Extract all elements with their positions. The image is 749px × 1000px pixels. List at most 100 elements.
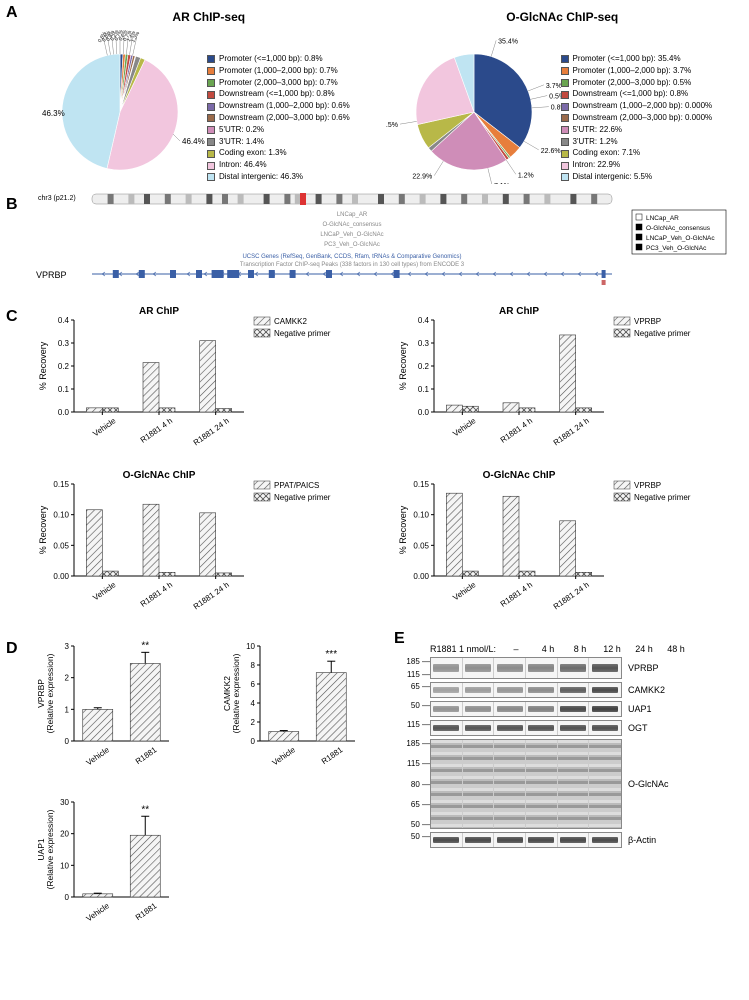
blot-lane — [589, 658, 621, 678]
blot-target-label: CAMKK2 — [628, 685, 665, 695]
legend-swatch — [561, 126, 569, 134]
svg-text:Negative primer: Negative primer — [274, 329, 331, 338]
blot-lane — [526, 658, 558, 678]
legend-item: Promoter (1,000–2,000 bp): 3.7% — [561, 66, 713, 77]
panel-d: 0123VPRBP(Relative expression)VehicleR18… — [32, 636, 402, 942]
legend-item: Distal intergenic: 5.5% — [561, 172, 713, 183]
svg-text:3: 3 — [65, 642, 70, 651]
legend-swatch — [561, 67, 569, 75]
blot-row: 50 —β-Actin — [402, 832, 732, 848]
svg-text:O-GlcNAc_consensus: O-GlcNAc_consensus — [322, 222, 381, 228]
figure-root: A AR ChIP-seq 0.6%0.8%0.8%0.2%0.7%0.6%0.… — [0, 0, 749, 950]
svg-text:R1881 24 h: R1881 24 h — [192, 416, 231, 447]
legend-swatch — [207, 138, 215, 146]
svg-text:46.4%: 46.4% — [182, 137, 205, 146]
svg-text:% Recovery: % Recovery — [38, 505, 48, 554]
blot-band — [433, 664, 459, 672]
svg-text:0.00: 0.00 — [413, 572, 429, 581]
blot-band — [592, 664, 618, 672]
legend-swatch — [561, 138, 569, 146]
svg-text:R1881 4 h: R1881 4 h — [499, 416, 534, 445]
blot-band — [497, 664, 523, 672]
legend-text: Distal intergenic: 5.5% — [573, 172, 653, 183]
bar-chart: 0102030UAP1(Relative expression)VehicleR… — [32, 792, 212, 942]
blot-band — [465, 837, 491, 843]
panel-label-e: E — [394, 630, 405, 648]
blot-lanes — [430, 739, 622, 829]
mw-markers: 115 — — [402, 720, 430, 736]
legend-swatch — [561, 162, 569, 170]
svg-text:AR ChIP: AR ChIP — [499, 306, 539, 317]
pie-left-row: 0.6%0.8%0.8%0.2%0.7%0.6%0.7%1.4%1.3%46.3… — [32, 24, 386, 184]
svg-text:0.3: 0.3 — [418, 339, 430, 348]
legend-swatch — [207, 114, 215, 122]
bar-chart: 0246810CAMKK2(Relative expression)Vehicl… — [218, 636, 398, 786]
legend-swatch — [561, 150, 569, 158]
svg-text:30: 30 — [60, 798, 69, 807]
legend-item: Promoter (<=1,000 bp): 35.4% — [561, 54, 713, 65]
legend-swatch — [561, 79, 569, 87]
blot-lane — [589, 683, 621, 697]
legend-swatch — [561, 173, 569, 181]
svg-text:Transcription Factor ChIP-seq: Transcription Factor ChIP-seq Peaks (338… — [240, 262, 465, 268]
blot-lanes — [430, 682, 622, 698]
svg-text:0.8%: 0.8% — [550, 105, 560, 112]
pie-right-container: O-GlcNAc ChIP-seq 35.4%3.7%0.5%0.8%22.6%… — [386, 10, 740, 184]
blot-lanes — [430, 701, 622, 717]
blot-lane — [494, 721, 526, 735]
svg-text:0.1: 0.1 — [418, 385, 430, 394]
panel-e: E R1881 1 nmol/L:–4 h8 h12 h24 h48 h185 … — [402, 636, 732, 942]
legend-item: Intron: 22.9% — [561, 160, 713, 171]
legend-swatch — [207, 91, 215, 99]
blot-lane — [526, 702, 558, 716]
svg-text:UCSC Genes (RefSeq, GenBank, C: UCSC Genes (RefSeq, GenBank, CCDS, Rfam,… — [242, 254, 461, 260]
legend-swatch — [561, 114, 569, 122]
blot-lane — [463, 740, 495, 828]
legend-item: Downstream (1,000–2,000 bp): 0.6% — [207, 101, 350, 112]
blot-lanes — [430, 720, 622, 736]
svg-text:R1881 4 h: R1881 4 h — [139, 416, 174, 445]
legend-text: Downstream (1,000–2,000 bp): 0.6% — [219, 101, 350, 112]
svg-text:Vehicle: Vehicle — [271, 745, 298, 767]
blot-band — [433, 837, 459, 843]
legend-ar: Promoter (<=1,000 bp): 0.8%Promoter (1,0… — [207, 54, 350, 184]
svg-text:PC3_Veh_O-GlcNAc: PC3_Veh_O-GlcNAc — [324, 242, 380, 248]
svg-text:35.4%: 35.4% — [498, 38, 518, 45]
blot-band — [528, 687, 554, 693]
svg-text:LNCap_AR: LNCap_AR — [646, 215, 679, 222]
blot-lane — [589, 833, 621, 847]
svg-text:0.4: 0.4 — [58, 316, 70, 325]
svg-text:**: ** — [141, 640, 149, 651]
svg-text:O-GlcNAc ChIP: O-GlcNAc ChIP — [483, 470, 556, 481]
panel-label-d: D — [6, 640, 18, 658]
svg-text:Vehicle: Vehicle — [85, 745, 112, 767]
blot-lane — [431, 740, 463, 828]
blot-lane — [558, 702, 590, 716]
legend-text: Downstream (<=1,000 bp): 0.8% — [573, 89, 689, 100]
blot-lane — [526, 721, 558, 735]
svg-text:Vehicle: Vehicle — [91, 416, 118, 438]
legend-text: 3'UTR: 1.2% — [573, 137, 618, 148]
svg-text:3.7%: 3.7% — [545, 83, 560, 90]
blot-band — [497, 706, 523, 712]
legend-item: 3'UTR: 1.4% — [207, 137, 350, 148]
svg-text:0.3: 0.3 — [58, 339, 70, 348]
legend-text: Intron: 22.9% — [573, 160, 621, 171]
blot-lane — [589, 740, 621, 828]
svg-text:2: 2 — [251, 718, 256, 727]
legend-swatch — [207, 173, 215, 181]
legend-swatch — [207, 126, 215, 134]
svg-text:O-GlcNAc ChIP: O-GlcNAc ChIP — [123, 470, 196, 481]
timepoint-label: 8 h — [564, 644, 596, 654]
panel-de-row: 0123VPRBP(Relative expression)VehicleR18… — [32, 636, 739, 942]
legend-text: 3'UTR: 1.4% — [219, 137, 264, 148]
blot-lane — [463, 721, 495, 735]
legend-text: Downstream (2,000–3,000 bp): 0.6% — [219, 113, 350, 124]
legend-swatch — [207, 67, 215, 75]
svg-text:4: 4 — [251, 699, 256, 708]
legend-item: Promoter (1,000–2,000 bp): 0.7% — [207, 66, 350, 77]
blot-row: 50 —UAP1 — [402, 701, 732, 717]
blot-band — [560, 687, 586, 693]
blot-header: R1881 1 nmol/L:–4 h8 h12 h24 h48 h — [430, 644, 732, 654]
legend-item: Promoter (2,000–3,000 bp): 0.5% — [561, 78, 713, 89]
